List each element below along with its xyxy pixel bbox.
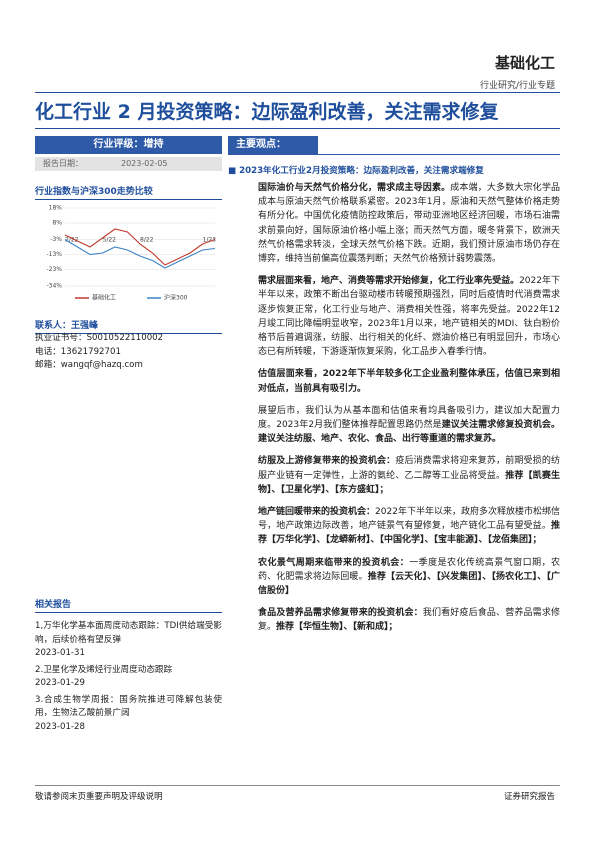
contact-line: 执业证书号：S0010522110002	[35, 333, 164, 343]
y-tick-label: -23%	[46, 266, 62, 273]
paragraph: 纺服及上游修复带来的投资机会：疫后消费需求将迎来复苏，前期受损的纺服产业链有一定…	[258, 454, 560, 497]
footer-left: 敬请参阅末页重要声明及评级说明	[35, 792, 163, 802]
y-tick-label: 8%	[52, 220, 62, 227]
text: 2022年下半年以来，政策不断出台驱动楼市转暖预期强烈，同时后疫情时代消费需求逐…	[258, 276, 560, 358]
related-date: 2023-01-28	[35, 721, 85, 732]
paragraph: 展望后市，我们认为从基本面和估值来看均具备吸引力，建议加大配置力度。2023年2…	[258, 404, 560, 447]
bold-text: 推荐【万华化学】、【龙蟒新材】、【中国化学】、【宝丰能源】、【龙佰集团】；	[258, 521, 560, 546]
title: 化工行业 2 月投资策略：边际盈利改善，关注需求修复	[35, 101, 499, 123]
paragraph: 估值层面来看，2022年下半年较多化工企业盈利整体承压，估值已来到相对低点，当前…	[258, 367, 560, 395]
x-tick-label: 1/23	[203, 237, 217, 244]
date-label: 报告日期：	[43, 159, 83, 168]
date-row: 报告日期： 2023-02-05	[35, 157, 222, 171]
legend-label: 基础化工	[92, 294, 116, 302]
header-category: 行业研究/行业专题	[479, 81, 555, 91]
bold-text: 推荐【凯赛生物】、【卫星化学】、【东方盛虹】；	[258, 470, 560, 495]
related-list: 1,万华化学基本面周度动态跟踪：TDI供给端受影响，后续价格有望反弹 2023-0…	[35, 620, 222, 737]
rule	[228, 154, 560, 155]
bullet: ■ 2023年化工行业2月投资策略：边际盈利改善，关注需求端修复	[228, 166, 484, 176]
bold-text: 推荐【云天化】、【兴发集团】、【扬农化工】、【广信股份】	[258, 571, 560, 597]
related-title: 1,万华化学基本面周度动态跟踪：TDI供给端受影响，后续价格有望反弹	[35, 621, 222, 645]
bold-text: 农化景气周期来临带来的投资机会：	[258, 557, 410, 568]
paragraph: 农化景气周期来临带来的投资机会：一季度是农化传统高景气窗口期，农药、化肥需求将边…	[258, 556, 560, 599]
rule	[35, 785, 560, 786]
bold-text: 纺服及上游修复带来的投资机会：	[258, 456, 396, 467]
footer-right: 证券研究报告	[503, 792, 555, 802]
bold-text: 建议关注需求修复投资机会。建议关注纺服、地产、农化、食品、出行等重道的需求复苏。	[258, 420, 560, 445]
paragraph: 食品及营养品需求修复带来的投资机会：我们看好疫后食品、营养品需求修复。推荐【华恒…	[258, 606, 560, 634]
related-item: 1,万华化学基本面周度动态跟踪：TDI供给端受影响，后续价格有望反弹 2023-0…	[35, 620, 222, 661]
related-item: 2.卫星化学及烯烃行业周度动态跟踪 2023-01-29	[35, 664, 222, 691]
x-tick-label: 2/22	[65, 237, 79, 244]
related-item: 3.合成生物学周报：国务院推进可降解包装使用，生物法乙酸前景广阔 2023-01-…	[35, 694, 222, 735]
text: 我们看好疫后食品、营养品需求修复。	[258, 608, 560, 633]
text: 成本端，大多数大宗化学品成本与原油天然气价格联系紧密。2023年1月，原油和天然…	[258, 183, 560, 265]
contact: 执业证书号：S0010522110002 电话：13621792701 邮箱：wan…	[35, 332, 222, 373]
rule	[35, 128, 560, 129]
contact-line: 邮箱：wangqf@hazq.com	[35, 360, 143, 370]
bold-text: 需求层面来看，地产、消费等需求开始修复，化工行业率先受益。	[258, 276, 520, 287]
related-date: 2023-01-31	[35, 648, 85, 658]
x-tick-label: 5/22	[103, 237, 117, 244]
paragraphs: 国际油价与天然气价格分化，需求成主导因素。成本端，大多数大宗化学品成本与原油天然…	[258, 181, 560, 643]
chart: 18% 8% -3% -13% -23% -34% 2/22 5/22 8/22 1/23 基础化工…	[46, 205, 217, 302]
related-title: 3.合成生物学周报：国务院推进可降解包装使用，生物法乙酸前景广阔	[35, 694, 222, 719]
related-title: 2.卫星化学及烯烃行业周度动态跟踪	[35, 664, 173, 675]
y-tick-label: -3%	[50, 236, 62, 243]
text: 疫后消费需求将迎来复苏，前期受损的纺服产业链有一定弹性，上游的氨纶、乙二醇等工业…	[258, 456, 560, 481]
bold-text: 国际油价与天然气价格分化，需求成主导因素。	[258, 183, 451, 193]
y-tick-label: 18%	[49, 205, 63, 212]
paragraph: 地产链回暖带来的投资机会：2022年下半年以来，政府多次释放楼市松绑信号，地产政…	[258, 505, 560, 548]
paragraph: 国际油价与天然气价格分化，需求成主导因素。成本端，大多数大宗化学品成本与原油天然…	[258, 181, 560, 266]
bold-text: 估值层面来看，2022年下半年较多化工企业盈利整体承压，估值已来到相对低点，当前…	[258, 369, 560, 394]
contact-title: 联系人：王强峰	[35, 318, 222, 334]
chart-title: 行业指数与沪深300走势比较	[35, 184, 222, 200]
series-line	[64, 228, 216, 266]
bold-text: 食品及营养品需求修复带来的投资机会：	[258, 608, 423, 619]
x-tick-label: 8/22	[140, 237, 154, 244]
text: 一季度是农化传统高景气窗口期，农药、化肥需求将边际回暖。	[258, 557, 560, 582]
text: 2022年下半年以来，政府多次释放楼市松绑信号，地产政策边际改善，地产链景气有望…	[258, 507, 560, 532]
bold-text: 推荐【华恒生物】、【新和成】；	[276, 622, 398, 633]
related-date: 2023-01-29	[35, 678, 85, 688]
contact-line: 电话：13621792701	[35, 346, 121, 357]
paragraph: 需求层面来看，地产、消费等需求开始修复，化工行业率先受益。2022年下半年以来，…	[258, 274, 560, 359]
date: 2023-02-05	[121, 159, 168, 168]
rating: 行业评级：增持	[35, 136, 222, 154]
bold-text: 地产链回暖带来的投资机会：	[258, 507, 376, 518]
series-line	[64, 239, 216, 269]
header-sector: 基础化工	[494, 54, 555, 72]
y-tick-label: -34%	[46, 283, 62, 290]
related-title: 相关报告	[35, 597, 222, 613]
text: 展望后市，我们认为从基本面和估值来看均具备吸引力，建议加大配置力度。2023年2…	[258, 405, 560, 431]
y-tick-label: -13%	[46, 251, 62, 258]
bullet-text: 2023年化工行业2月投资策略：边际盈利改善，关注需求端修复	[239, 166, 484, 176]
main-heading: 主要观点：	[228, 136, 318, 154]
legend-label: 沪深300	[164, 294, 188, 302]
rule	[35, 92, 560, 93]
